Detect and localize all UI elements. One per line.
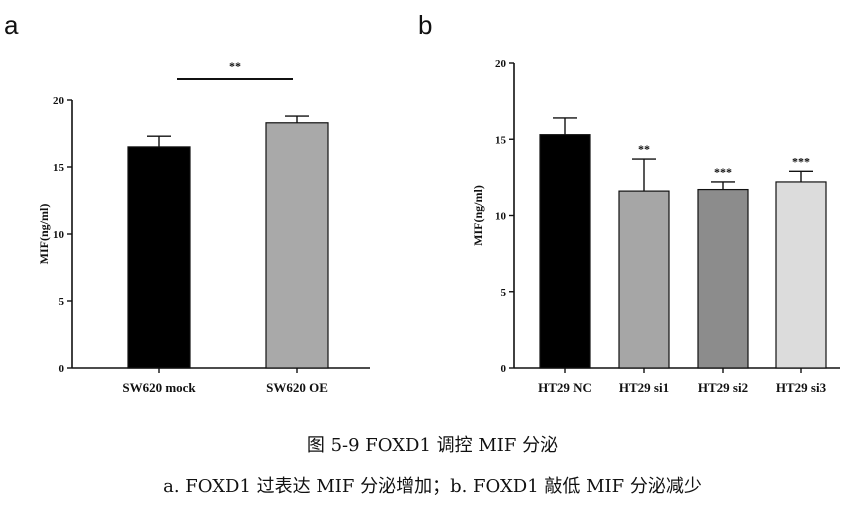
- figure-caption-subtitle: a. FOXD1 过表达 MIF 分泌增加；b. FOXD1 敲低 MIF 分泌…: [163, 476, 702, 497]
- y-tick-label: 15: [53, 162, 65, 174]
- significance-label: ***: [714, 165, 732, 179]
- bar: [127, 146, 191, 369]
- y-axis-label: MIF(ng/ml): [37, 204, 51, 265]
- category-label: SW620 mock: [122, 380, 196, 395]
- panel-b: b 0 5 10 15 20 MIF(ng/ml) HT29 NC HT29 si1 ** HT29…: [418, 10, 840, 395]
- bar: [265, 122, 329, 369]
- category-label: HT29 si2: [698, 380, 748, 395]
- bar: [618, 190, 670, 369]
- y-tick-label: 15: [495, 134, 507, 146]
- bar: [775, 181, 827, 369]
- y-tick-label: 20: [53, 95, 65, 107]
- category-label: HT29 si1: [619, 380, 669, 395]
- y-tick-label: 10: [495, 211, 507, 223]
- panel-letter: b: [418, 10, 432, 40]
- y-tick-label: 0: [501, 363, 507, 375]
- category-label: HT29 si3: [776, 380, 827, 395]
- y-tick-label: 0: [59, 363, 65, 375]
- y-tick-label: 10: [53, 229, 65, 241]
- figure-caption-title: 图 5-9 FOXD1 调控 MIF 分泌: [306, 435, 559, 456]
- panel-a: a 0 5 10 15 20 MIF(ng/ml) SW620 mock SW620 OE **: [4, 10, 370, 395]
- y-axis-label: MIF(ng/ml): [471, 185, 485, 246]
- y-tick-label: 5: [59, 296, 65, 308]
- category-label: HT29 NC: [538, 380, 592, 395]
- significance-label: **: [229, 59, 241, 73]
- significance-label: **: [638, 142, 650, 156]
- y-tick-label: 5: [501, 287, 507, 299]
- category-label: SW620 OE: [266, 380, 328, 395]
- significance-label: ***: [792, 154, 810, 168]
- bar: [539, 134, 591, 369]
- panel-letter: a: [4, 10, 19, 40]
- y-tick-label: 20: [495, 58, 507, 70]
- bar: [697, 188, 749, 369]
